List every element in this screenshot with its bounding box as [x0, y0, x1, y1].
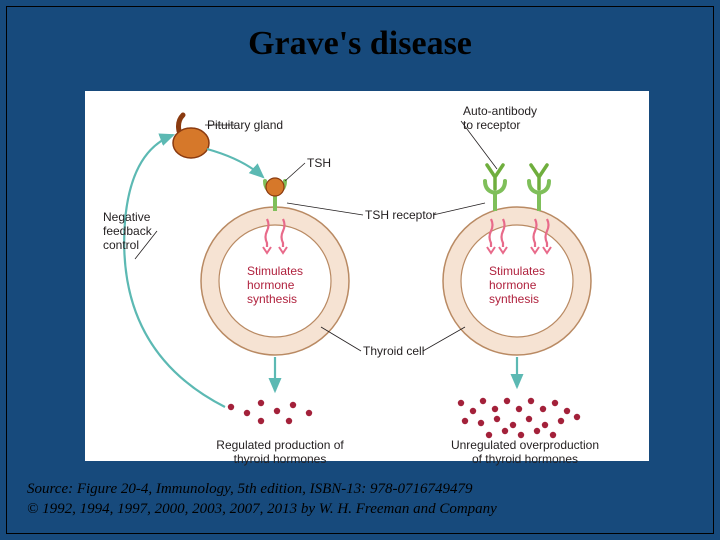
slide-frame: Grave's disease Pituitary gland TSH Auto…: [6, 6, 714, 534]
source-line-2: © 1992, 1994, 1997, 2000, 2003, 2007, 20…: [27, 501, 497, 517]
label-tsh-receptor: TSH receptor: [365, 209, 436, 223]
source-line-1: Source: Figure 20-4, Immunology, 5th edi…: [27, 481, 473, 497]
label-thyroid-cell: Thyroid cell: [363, 345, 424, 359]
label-stimulates-left: Stimulates hormone synthesis: [247, 265, 303, 306]
diagram-figure: Pituitary gland TSH Auto-antibody to rec…: [85, 91, 649, 461]
label-regulated: Regulated production of thyroid hormones: [195, 439, 365, 467]
slide-title: Grave's disease: [7, 25, 713, 63]
source-citation: Source: Figure 20-4, Immunology, 5th edi…: [27, 480, 693, 519]
label-negative-feedback: Negative feedback control: [103, 211, 152, 252]
label-stimulates-right: Stimulates hormone synthesis: [489, 265, 545, 306]
label-tsh: TSH: [307, 157, 331, 171]
label-autoantibody: Auto-antibody to receptor: [463, 105, 537, 133]
diagram-svg: [85, 91, 649, 461]
label-pituitary: Pituitary gland: [207, 119, 283, 133]
label-unregulated: Unregulated overproduction of thyroid ho…: [435, 439, 615, 467]
